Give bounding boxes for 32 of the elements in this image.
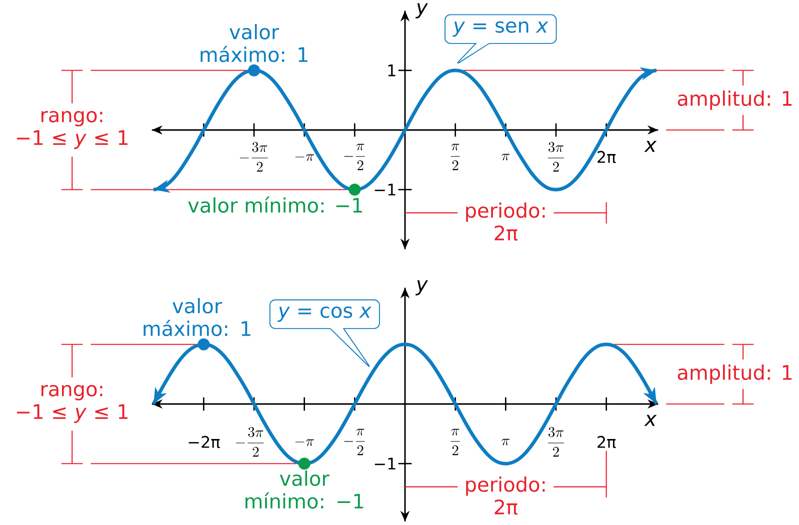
text: amplitud: 1 xyxy=(678,364,792,384)
x-tick-label: $-\pi$ xyxy=(295,154,314,161)
x-tick-label: $-\frac{\pi}{2}$ xyxy=(344,144,365,170)
series-label: y = cos x xyxy=(277,306,372,322)
x-tick-label: 2π xyxy=(598,150,616,164)
x-axis-title: x xyxy=(644,140,657,152)
x-tick-label: $\frac{\pi}{2}$ xyxy=(450,428,460,456)
x-tick-label: $\pi$ xyxy=(502,154,510,160)
x-tick-label: $\frac{\pi}{2}$ xyxy=(450,144,460,170)
x-tick-label: −2π xyxy=(188,436,220,448)
annotation: periodo: 2π xyxy=(466,202,545,241)
x-tick-label: $\frac{3\pi}{2}$ xyxy=(548,427,564,457)
x-tick-label: $-\frac{3\pi}{2}$ xyxy=(240,142,268,172)
y-axis-title: y xyxy=(415,280,428,296)
x-tick-label: $-\pi$ xyxy=(295,439,314,446)
text: rango: −1 ≤ y ≤ 1 xyxy=(16,385,128,424)
text: amplitud: 1 xyxy=(678,90,792,110)
y-axis-title: y xyxy=(415,3,428,18)
y-tick-label: 1 xyxy=(388,64,396,76)
x-tick-label: 2π xyxy=(598,436,616,448)
series-label: valor máximo: 1 xyxy=(200,24,308,62)
x-axis-title: x xyxy=(644,414,657,426)
annotation: periodo: 2π xyxy=(466,476,545,515)
series-label: valor máximo: 1 xyxy=(144,298,250,336)
series-label: valor mínimo: −1 xyxy=(188,196,362,213)
series-label: y = sen x xyxy=(452,21,548,37)
x-tick-label: $-\frac{3\pi}{2}$ xyxy=(236,427,264,457)
series-label: valor mínimo: −1 xyxy=(246,470,364,509)
x-tick-label: $-\frac{\pi}{2}$ xyxy=(344,428,365,456)
text: rango: −1 ≤ y ≤ 1 xyxy=(16,110,128,150)
x-tick-label: $\pi$ xyxy=(502,438,510,446)
x-tick-label: $\frac{3\pi}{2}$ xyxy=(548,142,564,172)
